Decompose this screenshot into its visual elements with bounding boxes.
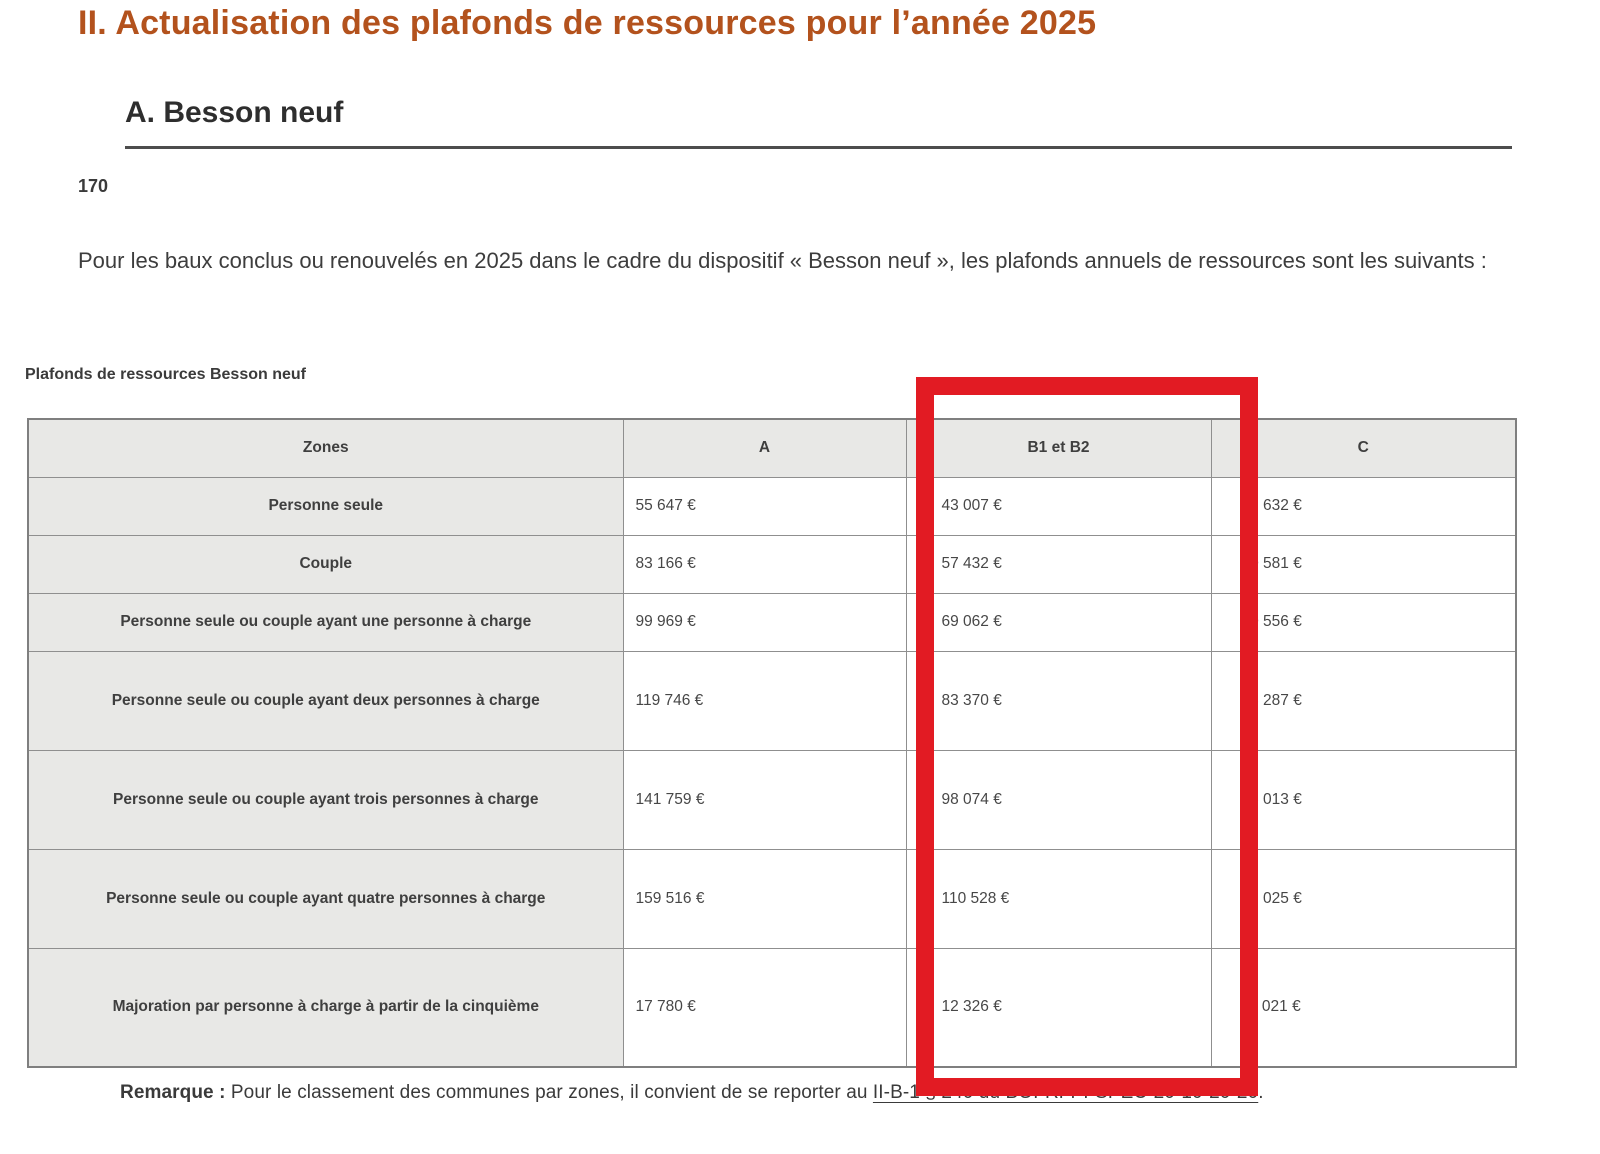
row-label-cell: Personne seule xyxy=(27,476,624,536)
table-row: Personne seule ou couple ayant trois per… xyxy=(27,749,1517,850)
header-cell-c: C xyxy=(1210,418,1517,478)
paragraph-number: 170 xyxy=(78,176,109,196)
header-cell-a: A xyxy=(622,418,907,478)
remark-suffix: . xyxy=(1258,1082,1264,1103)
section-heading: A. Besson neuf xyxy=(125,96,344,129)
value-cell-c: 50 581 € xyxy=(1210,534,1517,594)
remark-label: Remarque : xyxy=(120,1082,226,1103)
value-cell-a: 119 746 € xyxy=(622,650,907,751)
highlight-rectangle xyxy=(916,377,1258,1096)
row-label-cell: Personne seule ou couple ayant trois per… xyxy=(27,749,624,850)
row-label-cell: Majoration par personne à charge à parti… xyxy=(27,947,624,1068)
row-label-cell: Couple xyxy=(27,534,624,594)
row-label-cell: Personne seule ou couple ayant une perso… xyxy=(27,592,624,652)
value-cell-a: 17 780 € xyxy=(622,947,907,1068)
plafonds-table: Zones A B1 et B2 C Personne seule 55 647… xyxy=(27,418,1517,1068)
table-row: Majoration par personne à charge à parti… xyxy=(27,947,1517,1068)
table-row: Personne seule ou couple ayant quatre pe… xyxy=(27,848,1517,949)
table-row: Personne seule 55 647 € 43 007 € 37 632 … xyxy=(27,476,1517,536)
value-cell-b1b2: 69 062 € xyxy=(905,592,1212,652)
header-cell-zones: Zones xyxy=(27,418,624,478)
value-cell-b1b2: 43 007 € xyxy=(905,476,1212,536)
value-cell-c: 37 632 € xyxy=(1210,476,1517,536)
table-row: Personne seule ou couple ayant une perso… xyxy=(27,592,1517,652)
value-cell-b1b2: 12 326 € xyxy=(905,947,1212,1068)
value-cell-a: 141 759 € xyxy=(622,749,907,850)
value-cell-a: 55 647 € xyxy=(622,476,907,536)
section-heading-rule: A. Besson neuf xyxy=(125,96,1512,149)
table-row: Couple 83 166 € 57 432 € 50 581 € xyxy=(27,534,1517,594)
value-cell-b1b2: 110 528 € xyxy=(905,848,1212,949)
table-row: Personne seule ou couple ayant deux pers… xyxy=(27,650,1517,751)
value-cell-a: 159 516 € xyxy=(622,848,907,949)
value-cell-b1b2: 57 432 € xyxy=(905,534,1212,594)
remark-text: Pour le classement des communes par zone… xyxy=(225,1082,873,1103)
table-header-row: Zones A B1 et B2 C xyxy=(27,418,1517,478)
row-label-cell: Personne seule ou couple ayant quatre pe… xyxy=(27,848,624,949)
header-cell-b1b2: B1 et B2 xyxy=(905,418,1212,478)
intro-paragraph: Pour les baux conclus ou renouvelés en 2… xyxy=(78,248,1487,273)
value-cell-b1b2: 98 074 € xyxy=(905,749,1212,850)
page-title: II. Actualisation des plafonds de ressou… xyxy=(78,4,1097,42)
value-cell-a: 83 166 € xyxy=(622,534,907,594)
value-cell-a: 99 969 € xyxy=(622,592,907,652)
table-caption: Plafonds de ressources Besson neuf xyxy=(25,366,306,383)
value-cell-c: 86 013 € xyxy=(1210,749,1517,850)
row-label-cell: Personne seule ou couple ayant deux pers… xyxy=(27,650,624,751)
